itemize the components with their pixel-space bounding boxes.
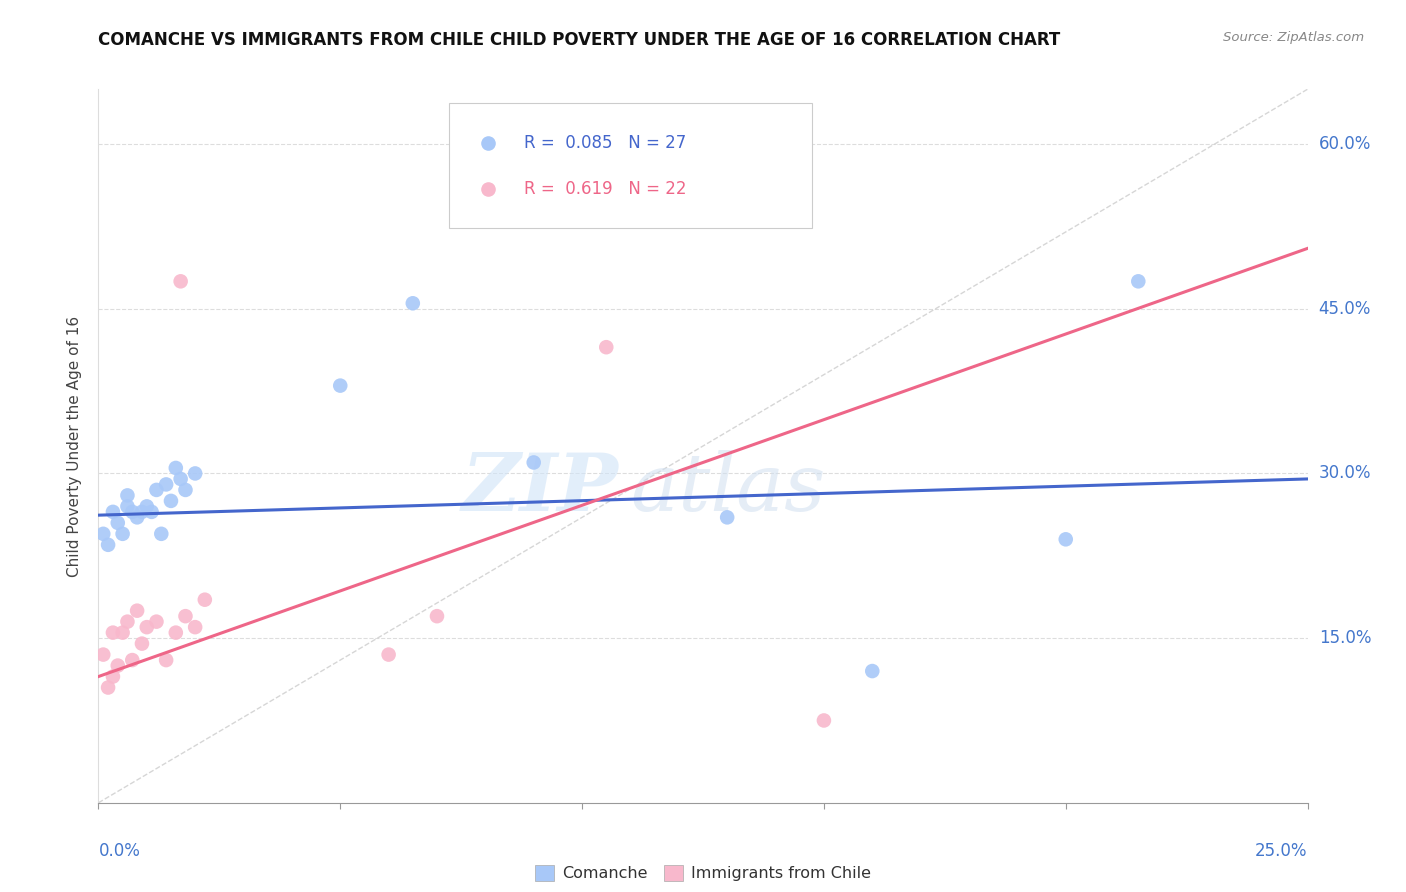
Text: 25.0%: 25.0% [1256, 842, 1308, 860]
Point [595, 340, 617, 354]
Point [127, 510, 149, 524]
Point [813, 714, 835, 728]
Point [107, 658, 129, 673]
Point [860, 664, 883, 678]
Y-axis label: Child Poverty Under the Age of 16: Child Poverty Under the Age of 16 [67, 316, 83, 576]
Point [1128, 274, 1150, 288]
Text: R =  0.085   N = 27: R = 0.085 N = 27 [524, 134, 686, 152]
Point [165, 461, 187, 475]
Point [194, 592, 217, 607]
Point [716, 510, 738, 524]
Point [165, 625, 187, 640]
Point [150, 526, 173, 541]
Point [426, 609, 449, 624]
Point [184, 467, 207, 481]
Point [111, 625, 134, 640]
Point [169, 274, 191, 288]
Text: 45.0%: 45.0% [1319, 300, 1371, 318]
Point [1054, 533, 1077, 547]
Legend: Comanche, Immigrants from Chile: Comanche, Immigrants from Chile [529, 858, 877, 888]
Point [121, 653, 143, 667]
Point [184, 620, 207, 634]
Point [131, 637, 153, 651]
Text: COMANCHE VS IMMIGRANTS FROM CHILE CHILD POVERTY UNDER THE AGE OF 16 CORRELATION : COMANCHE VS IMMIGRANTS FROM CHILE CHILD … [98, 31, 1060, 49]
Point [97, 538, 120, 552]
Point [117, 488, 139, 502]
Text: 30.0%: 30.0% [1319, 465, 1371, 483]
Point [523, 455, 546, 469]
Point [160, 494, 183, 508]
Point [91, 526, 114, 541]
Point [101, 505, 124, 519]
Point [117, 500, 139, 514]
Point [377, 648, 399, 662]
Point [145, 483, 167, 497]
Point [135, 500, 157, 514]
Point [155, 477, 177, 491]
Text: 0.0%: 0.0% [98, 842, 141, 860]
Point [97, 681, 120, 695]
Point [135, 620, 157, 634]
Point [402, 296, 425, 310]
Text: Source: ZipAtlas.com: Source: ZipAtlas.com [1223, 31, 1364, 45]
Text: ZIP: ZIP [461, 450, 619, 527]
Point [111, 526, 134, 541]
Text: 15.0%: 15.0% [1319, 629, 1371, 647]
Text: atlas: atlas [630, 450, 825, 527]
Point [107, 516, 129, 530]
Point [155, 653, 177, 667]
Point [174, 609, 197, 624]
Point [127, 604, 149, 618]
Point [121, 505, 143, 519]
Point [131, 505, 153, 519]
FancyBboxPatch shape [449, 103, 811, 228]
Text: R =  0.619   N = 22: R = 0.619 N = 22 [524, 180, 686, 198]
Point [117, 615, 139, 629]
Point [91, 648, 114, 662]
Point [329, 378, 352, 392]
Point [141, 505, 163, 519]
Point [169, 472, 191, 486]
Point [174, 483, 197, 497]
Text: 60.0%: 60.0% [1319, 135, 1371, 153]
Point [101, 625, 124, 640]
Point [145, 615, 167, 629]
Point [101, 669, 124, 683]
